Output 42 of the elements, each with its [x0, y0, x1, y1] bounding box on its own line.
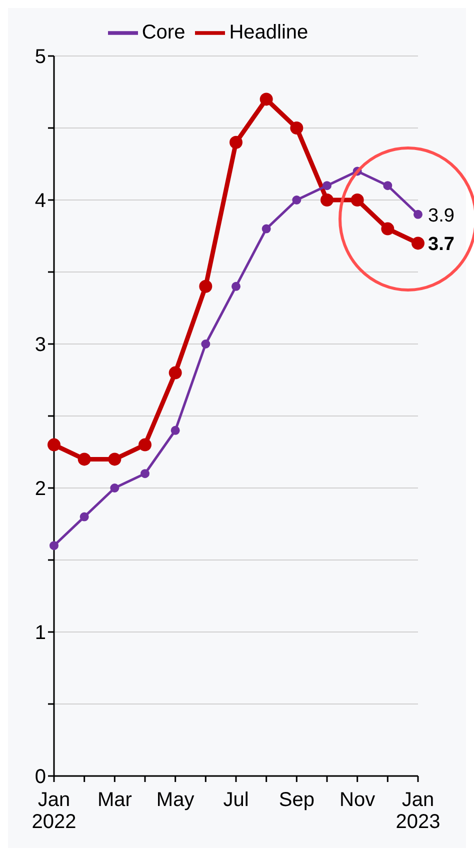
point	[383, 181, 392, 190]
point	[50, 541, 58, 550]
point	[350, 194, 364, 206]
point	[232, 282, 240, 291]
x-tick-label: Nov	[340, 789, 376, 811]
point	[140, 469, 150, 478]
x-tick-label: Sep	[278, 789, 314, 811]
point	[201, 340, 210, 348]
point	[292, 196, 302, 204]
point	[320, 194, 334, 206]
y-tick-label: 1	[34, 622, 46, 644]
point	[260, 92, 273, 106]
x-tick-label: May	[156, 789, 194, 811]
point	[78, 452, 91, 466]
point	[290, 122, 304, 134]
point	[199, 280, 212, 293]
point	[322, 181, 332, 190]
point	[168, 366, 182, 380]
point	[412, 236, 424, 250]
point	[381, 222, 394, 236]
point	[110, 484, 120, 492]
y-tick-label: 4	[34, 190, 46, 212]
y-tick-label: 0	[34, 766, 46, 788]
point	[108, 452, 122, 466]
y-tick-label: 2	[34, 478, 46, 500]
point	[230, 136, 242, 149]
x-tick-label: Mar	[97, 789, 132, 811]
data-label: 3.7	[428, 234, 454, 256]
point	[170, 426, 180, 435]
y-tick-label: 3	[34, 334, 46, 356]
x-tick-label: Jan 2023	[396, 789, 440, 833]
point	[262, 224, 271, 234]
x-tick-label: Jan 2022	[32, 789, 76, 833]
point	[138, 438, 152, 452]
legend-label: Headline	[229, 21, 308, 44]
point	[80, 512, 89, 522]
x-tick-label: Jul	[223, 789, 249, 811]
legend-label: Core	[142, 21, 186, 44]
point	[414, 210, 422, 219]
point	[48, 438, 60, 452]
y-tick-label: 5	[34, 46, 46, 68]
data-label: 3.9	[428, 205, 454, 226]
